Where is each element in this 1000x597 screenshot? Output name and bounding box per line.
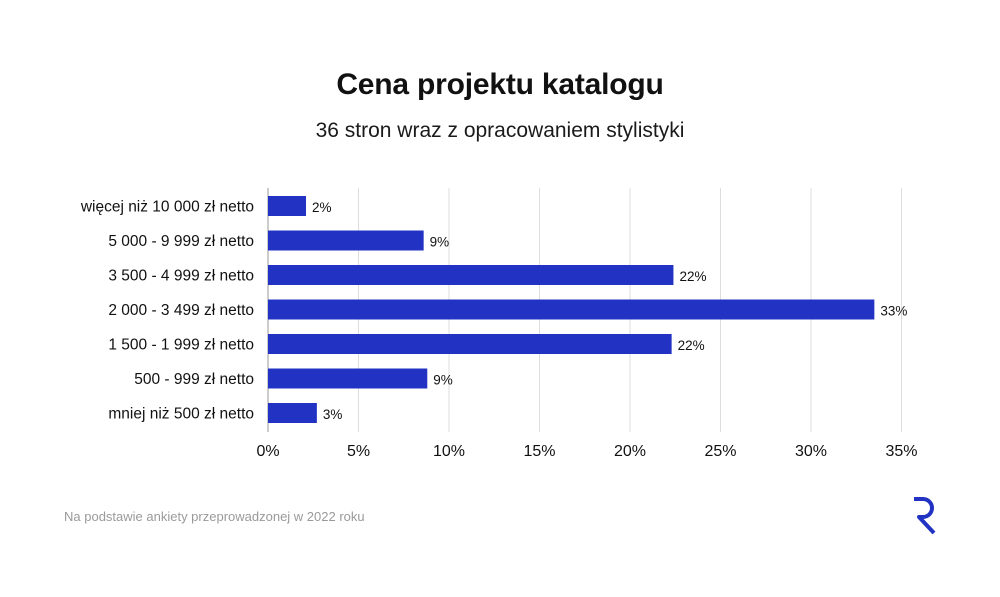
x-tick-label: 25%: [704, 443, 736, 460]
x-tick-label: 10%: [433, 443, 465, 460]
bar: [268, 299, 875, 320]
source-note: Na podstawie ankiety przeprowadzonej w 2…: [64, 509, 365, 524]
category-label: więcej niż 10 000 zł netto: [80, 199, 254, 216]
category-label: 5 000 - 9 999 zł netto: [108, 233, 254, 250]
bar: [268, 334, 672, 354]
x-tick-label: 5%: [347, 443, 370, 460]
data-label: 22%: [679, 269, 706, 284]
bar: [268, 230, 424, 251]
x-tick-label: 0%: [256, 443, 279, 460]
data-label: 2%: [312, 200, 332, 215]
category-label: 1 500 - 1 999 zł netto: [108, 337, 254, 354]
data-label: 9%: [433, 373, 453, 388]
x-tick-label: 15%: [523, 443, 555, 460]
data-label: 9%: [430, 235, 450, 250]
data-label: 22%: [678, 338, 705, 353]
bar: [268, 368, 428, 389]
category-label: 3 500 - 4 999 zł netto: [108, 268, 254, 285]
data-label: 3%: [323, 407, 343, 422]
x-tick-label: 35%: [885, 443, 917, 460]
chart-subtitle: 36 stron wraz z opracowaniem stylistyki: [315, 119, 685, 142]
category-label: 2 000 - 3 499 zł netto: [108, 302, 254, 319]
bar: [268, 403, 317, 423]
x-tick-label: 30%: [795, 443, 827, 460]
category-label: 500 - 999 zł netto: [134, 371, 254, 388]
x-tick-label: 20%: [614, 443, 646, 460]
bar: [268, 265, 674, 285]
chart-title: Cena projektu katalogu: [336, 68, 664, 101]
bar: [268, 196, 307, 216]
data-label: 33%: [880, 304, 907, 319]
category-label: mniej niż 500 zł netto: [108, 406, 254, 423]
brand-r-logo-icon: [914, 497, 936, 535]
